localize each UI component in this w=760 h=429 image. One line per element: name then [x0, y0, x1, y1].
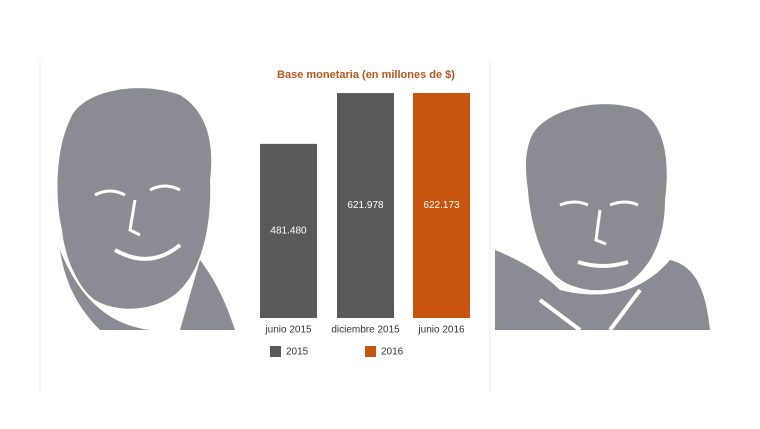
- bar: [260, 143, 317, 318]
- bar: [337, 93, 394, 318]
- x-tick-label: junio 2016: [417, 325, 465, 336]
- value-label: 481.480: [270, 226, 307, 237]
- right-portrait: [495, 104, 710, 332]
- legend-swatch: [365, 346, 376, 357]
- value-label: 621.978: [347, 200, 384, 211]
- bar: [413, 93, 470, 318]
- legend-label: 2015: [286, 347, 309, 358]
- x-tick-label: junio 2015: [264, 325, 312, 336]
- value-label: 622.173: [423, 200, 460, 211]
- chart-title: Base monetaria (en millones de $): [277, 69, 455, 81]
- left-portrait: [57, 88, 235, 330]
- legend-swatch: [270, 346, 281, 357]
- legend-label: 2016: [381, 347, 404, 358]
- x-tick-label: diciembre 2015: [331, 325, 400, 336]
